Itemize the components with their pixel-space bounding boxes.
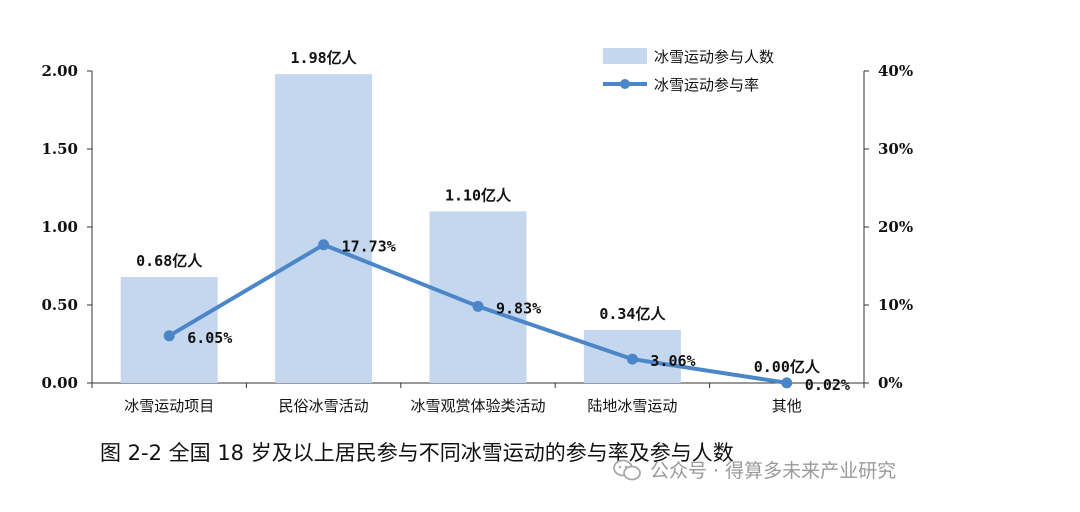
line-point bbox=[163, 330, 175, 342]
bar-data-label: 0.68亿人 bbox=[136, 252, 203, 270]
y-tick-label-right: 20% bbox=[878, 218, 913, 236]
bar bbox=[120, 276, 218, 383]
x-tick-label: 冰雪运动项目 bbox=[124, 397, 214, 415]
line-data-label: 3.06% bbox=[650, 352, 695, 370]
bar-data-label: 0.00亿人 bbox=[754, 358, 821, 376]
watermark-text: 公众号 · 得算多未来产业研究 bbox=[650, 460, 897, 482]
line-data-label: 9.83% bbox=[496, 299, 541, 317]
y-tick-label-left: 1.50 bbox=[41, 140, 78, 158]
line-data-label: 0.02% bbox=[805, 376, 850, 394]
x-tick-label: 冰雪观赏体验类活动 bbox=[410, 397, 545, 415]
line-data-label: 17.73% bbox=[342, 238, 396, 256]
x-tick-label: 其他 bbox=[772, 397, 802, 415]
line-point bbox=[472, 300, 484, 312]
bar-data-label: 1.10亿人 bbox=[445, 186, 512, 204]
x-tick-label: 陆地冰雪运动 bbox=[587, 397, 677, 415]
legend-bar-label: 冰雪运动参与人数 bbox=[654, 48, 774, 66]
bar bbox=[275, 74, 373, 384]
bar-data-label: 0.34亿人 bbox=[599, 305, 666, 323]
wechat-icon bbox=[613, 459, 641, 480]
line-point bbox=[781, 377, 793, 389]
legend-bar-swatch bbox=[603, 48, 647, 64]
legend-line-label: 冰雪运动参与率 bbox=[654, 76, 759, 94]
y-tick-label-right: 40% bbox=[878, 62, 913, 80]
y-tick-label-left: 0.00 bbox=[41, 374, 78, 392]
y-tick-label-right: 10% bbox=[878, 296, 913, 314]
bar-data-label: 1.98亿人 bbox=[291, 49, 358, 67]
y-tick-label-left: 0.50 bbox=[41, 296, 78, 314]
line-point bbox=[626, 353, 638, 365]
line-data-label: 6.05% bbox=[187, 329, 232, 347]
bar bbox=[429, 211, 527, 383]
y-tick-label-right: 30% bbox=[878, 140, 913, 158]
watermark: 公众号 · 得算多未来产业研究 bbox=[612, 456, 896, 483]
line-point bbox=[318, 239, 330, 251]
y-tick-label-left: 2.00 bbox=[41, 62, 78, 80]
legend-line-marker bbox=[620, 79, 630, 89]
x-tick-label: 民俗冰雪活动 bbox=[279, 397, 369, 415]
y-tick-label-right: 0% bbox=[878, 374, 903, 392]
y-tick-label-left: 1.00 bbox=[41, 218, 78, 236]
